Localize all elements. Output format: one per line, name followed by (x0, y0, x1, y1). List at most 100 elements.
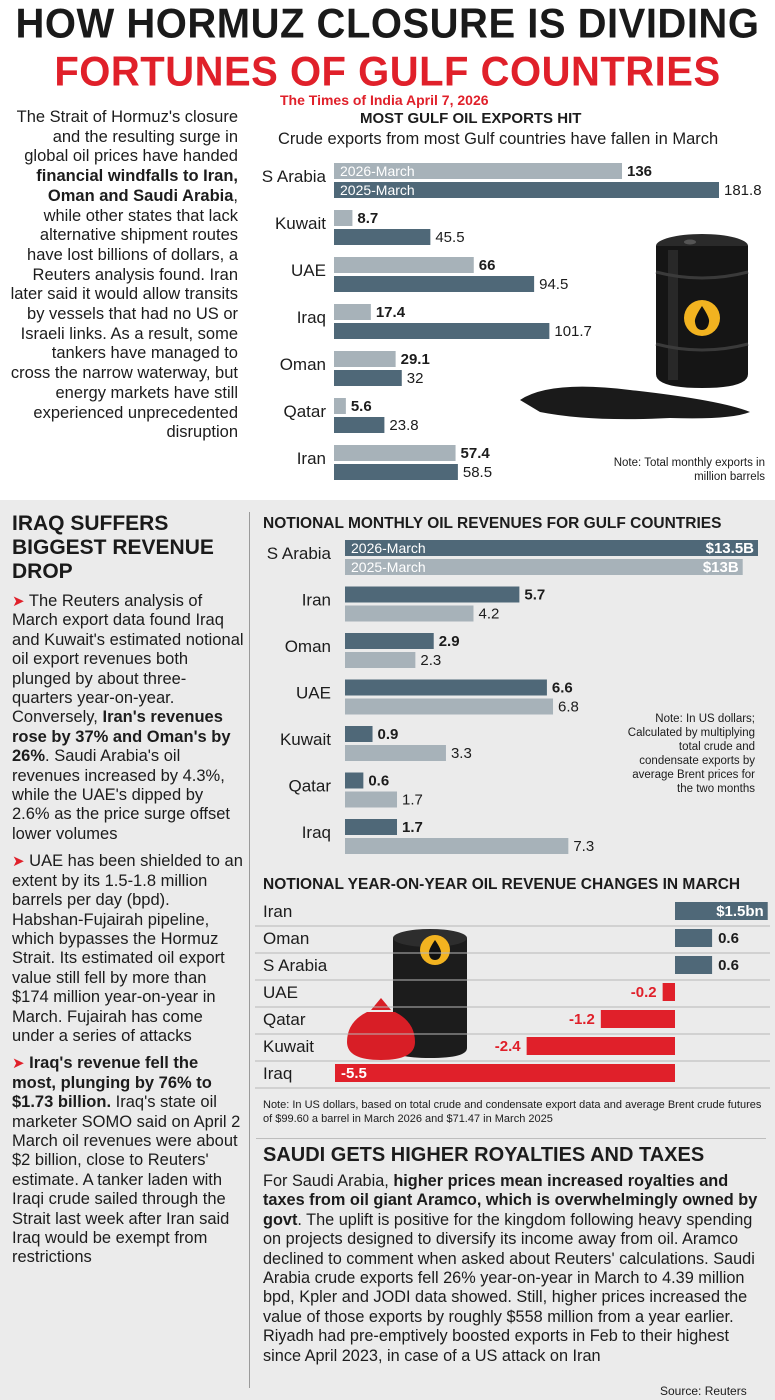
value-label: 29.1 (401, 351, 430, 368)
bar-2025 (345, 559, 743, 575)
yoy-chart-title: NOTIONAL YEAR-ON-YEAR OIL REVENUE CHANGE… (263, 876, 741, 893)
value-label: $1.5bn (716, 903, 764, 920)
bar-2026 (345, 726, 373, 742)
value-label: 101.7 (554, 323, 592, 340)
value-label: 0.6 (718, 957, 739, 974)
arrow-bullet-icon: ➤ (12, 853, 25, 871)
bar-2026 (334, 163, 623, 179)
value-label: 0.9 (378, 726, 399, 743)
value-label: 58.5 (463, 464, 492, 481)
bar-2025 (334, 182, 719, 198)
bar-2026 (345, 679, 547, 696)
category-label: S Arabia (267, 544, 332, 563)
loss-bar (335, 1064, 675, 1082)
left-p2-text: UAE has been shielded to an extent by it… (12, 852, 243, 1045)
exports-chart: S Arabia Kuwait UAE Iraq Oman Qatar Iran 136 20… (262, 163, 762, 481)
loss-bar (526, 1037, 675, 1055)
category-label: Kuwait (263, 1037, 314, 1056)
left-paragraph-2: ➤ UAE has been shielded to an extent by … (12, 852, 244, 1046)
bar-2026 (345, 819, 398, 835)
loss-bar (662, 983, 675, 1001)
series-label-2026: 2026-March (351, 540, 426, 556)
bar-2025 (345, 745, 446, 761)
gain-bar (675, 929, 713, 947)
category-label: Qatar (263, 1010, 306, 1029)
value-label: 5.6 (351, 398, 372, 415)
series-label-2025: 2025-March (351, 559, 426, 575)
bar-2026 (334, 445, 456, 461)
left-column-title: IRAQ SUFFERS BIGGEST REVENUE DROP (12, 512, 214, 583)
bar-2025 (334, 370, 402, 386)
bar-2026 (334, 351, 396, 367)
oil-barrel-illustration (520, 234, 750, 420)
bar-2026 (334, 304, 371, 320)
revenue-category-labels: S Arabia Iran Oman UAE Kuwait Qatar Iraq (267, 544, 332, 842)
value-label: 4.2 (478, 606, 499, 623)
bar-2026 (345, 772, 364, 789)
category-label: Qatar (288, 777, 331, 796)
value-label: 32 (407, 370, 424, 387)
bar-2025 (334, 229, 431, 245)
category-label: Iraq (297, 308, 326, 327)
lower-panel (0, 500, 775, 1400)
value-label: 7.3 (573, 838, 594, 855)
saudi-text-2: . The uplift is positive for the kingdom… (263, 1210, 755, 1365)
bar-2025 (334, 417, 385, 433)
column-divider (249, 512, 250, 1388)
value-label: 6.6 (552, 680, 573, 697)
category-label: Iraq (263, 1064, 292, 1083)
gain-bar (675, 956, 713, 974)
value-label: 136 (627, 163, 652, 180)
bar-2025 (345, 838, 569, 854)
exports-chart-title: MOST GULF OIL EXPORTS HIT (360, 110, 582, 127)
category-label: UAE (263, 983, 298, 1002)
category-label: Iran (263, 902, 292, 921)
bar-2025 (345, 652, 416, 668)
revenue-note: Note: In US dollars; Calculated by multi… (627, 713, 755, 795)
left-p3-bold: Iraq's revenue fell the most, plunging b… (12, 1054, 212, 1112)
intro-bold: financial windfalls to Iran, Oman and Sa… (36, 167, 238, 205)
bar-2026 (345, 633, 434, 649)
source-credit: Source: Reuters (660, 1384, 747, 1398)
category-label: Iran (297, 449, 326, 468)
yoy-note: Note: In US dollars, based on total crud… (263, 1099, 762, 1125)
yoy-chart: Iran $1.5bn Oman 0.6 S Arabia 0.6 UAE -0.2 Qatar… (255, 902, 770, 1089)
headline-line2: FORTUNES OF GULF COUNTRIES (54, 48, 721, 96)
saudi-bold: higher prices mean increased royalties a… (263, 1172, 758, 1229)
saudi-text: For Saudi Arabia, (263, 1172, 394, 1190)
value-label: -2.4 (495, 1038, 522, 1055)
arrow-bullet-icon: ➤ (12, 593, 25, 610)
value-label: 6.8 (558, 699, 579, 716)
category-label: Kuwait (280, 730, 331, 749)
loss-bar (600, 1010, 675, 1028)
value-label: -5.5 (341, 1065, 367, 1082)
category-label: Oman (285, 637, 331, 656)
value-label: 181.8 (724, 182, 762, 199)
oil-barrel-money-bag-illustration (347, 929, 467, 1060)
value-label: 1.7 (402, 819, 423, 836)
saudi-paragraph: For Saudi Arabia, higher prices mean inc… (263, 1172, 768, 1366)
arrow-bullet-icon: ➤ (12, 1055, 25, 1073)
category-label: Oman (263, 929, 309, 948)
value-label: 0.6 (718, 930, 739, 947)
value-label: $13B (703, 559, 739, 576)
bar-2026 (345, 540, 758, 556)
left-paragraph-1: ➤ The Reuters analysis of March export d… (12, 592, 244, 844)
yoy-rows: Iran $1.5bn Oman 0.6 S Arabia 0.6 UAE -0.2 Qatar… (255, 902, 770, 1089)
value-label: 17.4 (376, 304, 406, 321)
bar-2025 (345, 605, 474, 622)
category-label: UAE (291, 261, 326, 280)
saudi-section-title: SAUDI GETS HIGHER ROYALTIES AND TAXES (263, 1144, 705, 1166)
value-label: 66 (479, 257, 496, 274)
gain-bar (675, 902, 768, 920)
dateline: The Times of India April 7, 2026 (280, 92, 489, 108)
exports-chart-subtitle: Crude exports from most Gulf countries h… (278, 130, 719, 148)
category-label: UAE (296, 684, 331, 703)
exports-note: Note: Total monthly exports in million b… (613, 457, 765, 483)
intro-text: The Strait of Hormuz's closure and the r… (16, 108, 238, 166)
left-p1-text: The Reuters analysis of March export dat… (12, 592, 244, 727)
category-label: Iran (302, 591, 331, 610)
revenue-chart-title: NOTIONAL MONTHLY OIL REVENUES FOR GULF C… (263, 515, 722, 532)
value-label: 2.9 (439, 633, 460, 650)
headline-line1: HOW HORMUZ CLOSURE IS DIVIDING (15, 0, 760, 48)
